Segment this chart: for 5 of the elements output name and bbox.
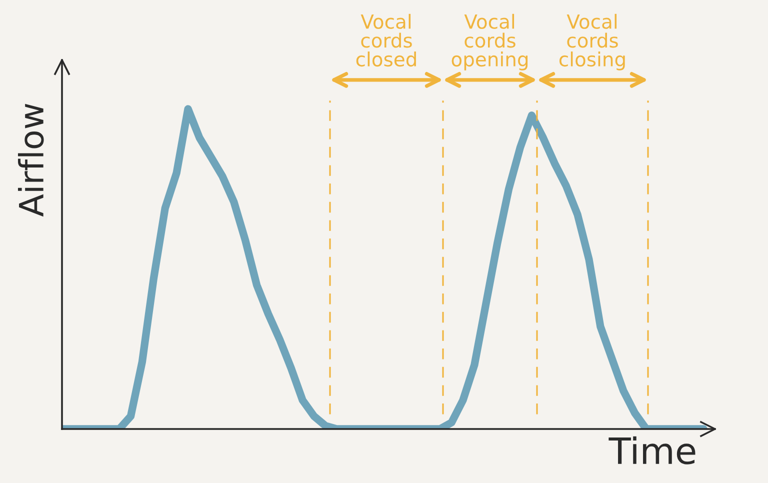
- y-axis-title: Airflow: [18, 104, 44, 217]
- text: Vocal cords opening: [452, 14, 528, 70]
- text: Vocal cords closed: [356, 14, 416, 67]
- text: Vocal cords closing: [559, 14, 625, 70]
- x-axis-title: Time: [608, 436, 696, 464]
